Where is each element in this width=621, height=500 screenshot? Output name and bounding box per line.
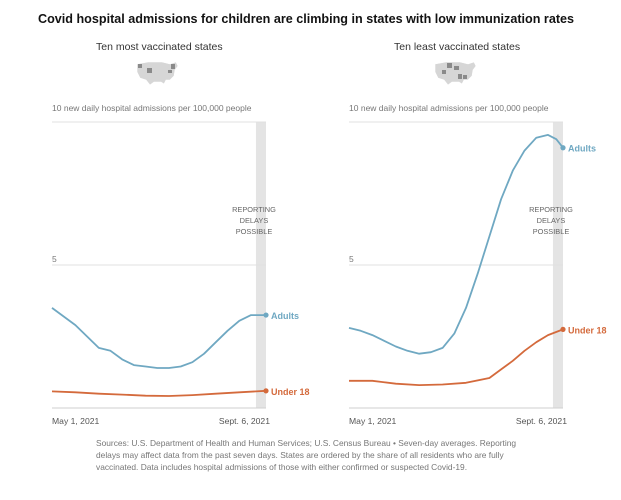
series-label-adults-left: Adults	[271, 311, 299, 321]
reporting-delays-label-left: REPORTING	[232, 205, 276, 214]
y-axis-unit-right: new daily hospital admissions per 100,00…	[360, 103, 549, 113]
series-endpoint-adults-right	[560, 145, 566, 151]
x-tick-label-end-left: Sept. 6, 2021	[219, 416, 270, 426]
series-line-adults-left	[51, 307, 266, 369]
panel-title-least-vaccinated: Ten least vaccinated states	[394, 41, 521, 53]
sources-footnote: Sources: U.S. Department of Health and H…	[96, 438, 517, 472]
reporting-delays-label-left: POSSIBLE	[236, 227, 273, 236]
y-tick-label-5-right: 5	[349, 254, 354, 264]
series-endpoint-under18-left	[263, 388, 269, 394]
series-endpoint-adults-left	[263, 312, 269, 318]
reporting-delays-label-right: DELAYS	[537, 216, 566, 225]
reporting-delays-label-right: POSSIBLE	[533, 227, 570, 236]
y-tick-label-5-left: 5	[52, 254, 57, 264]
series-label-under18-left: Under 18	[271, 387, 310, 397]
series-line-adults-right	[348, 134, 564, 355]
x-tick-label-start-left: May 1, 2021	[52, 416, 100, 426]
y-tick-10-right: 10	[349, 103, 359, 113]
chart-title: Covid hospital admissions for children a…	[38, 12, 575, 26]
us-map-most-vaccinated-icon	[136, 61, 179, 86]
series-label-adults-right: Adults	[568, 144, 596, 154]
us-map-least-vaccinated-icon	[434, 61, 477, 86]
series-line-under18-left	[51, 389, 267, 397]
y-tick-10-left: 10	[52, 103, 62, 113]
series-line-under18-right	[349, 328, 564, 386]
series-label-under18-right: Under 18	[568, 325, 607, 335]
y-axis-label-left: 10 new daily hospital admissions per 100…	[52, 103, 252, 114]
y-axis-unit-left: new daily hospital admissions per 100,00…	[63, 103, 252, 113]
panel-title-most-vaccinated: Ten most vaccinated states	[96, 41, 223, 53]
series-endpoint-under18-right	[560, 326, 566, 332]
reporting-delays-label-right: REPORTING	[529, 205, 573, 214]
reporting-delays-label-left: DELAYS	[240, 216, 269, 225]
y-axis-label-right: 10 new daily hospital admissions per 100…	[349, 103, 549, 114]
x-tick-label-start-right: May 1, 2021	[349, 416, 397, 426]
x-tick-label-end-right: Sept. 6, 2021	[516, 416, 567, 426]
